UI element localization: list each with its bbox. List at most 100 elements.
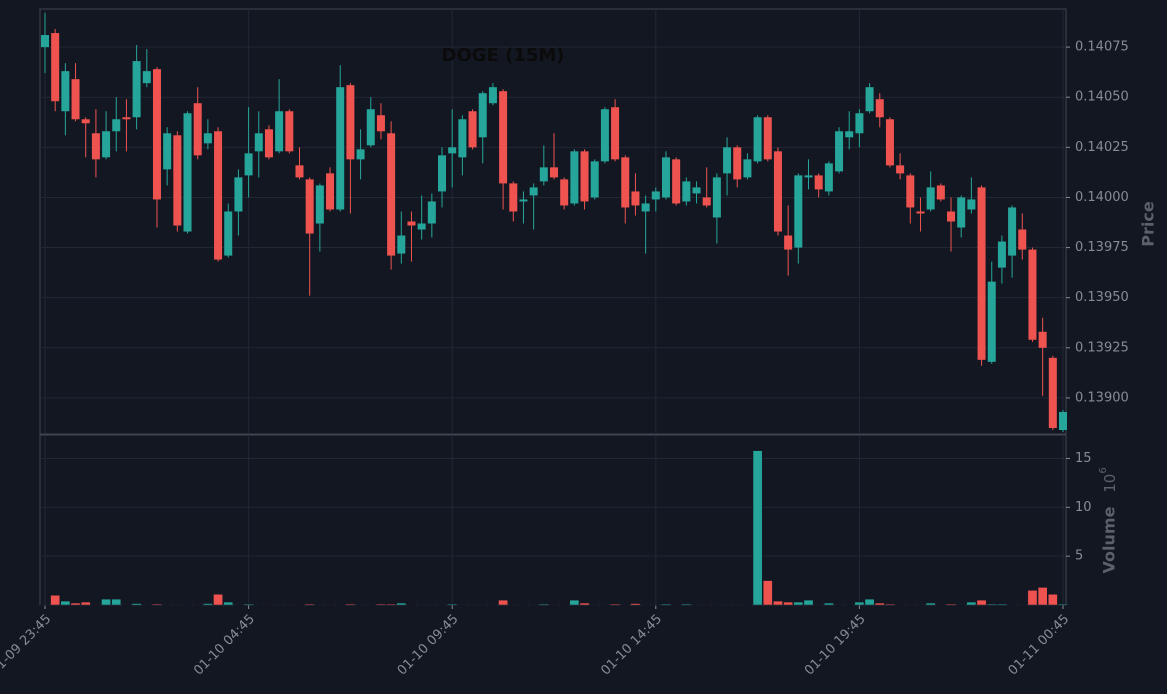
volume-bar <box>233 604 244 606</box>
candle-body <box>560 179 569 206</box>
candle-body <box>264 129 273 158</box>
volume-bar <box>60 600 71 606</box>
candle-body <box>529 187 538 196</box>
candle-body <box>366 109 375 146</box>
volume-bar <box>691 604 702 606</box>
volume-bar <box>722 604 732 606</box>
volume-bar <box>732 604 743 606</box>
candle-body <box>346 85 355 160</box>
candle-body <box>1018 229 1027 250</box>
volume-bar <box>712 604 722 606</box>
candle-body <box>997 241 1006 268</box>
candle-body <box>1048 357 1057 428</box>
volume-multiplier: 106 <box>1098 467 1119 492</box>
volume-bar <box>447 603 458 606</box>
volume-bar <box>345 603 356 606</box>
multiplier-base: 10 <box>1101 474 1119 493</box>
candle-body <box>936 185 945 200</box>
volume-tick-label: 10 <box>1075 500 1092 515</box>
volume-bar <box>620 604 631 606</box>
candle-body <box>112 119 121 132</box>
volume-bar <box>793 601 804 606</box>
candle-body <box>743 159 752 178</box>
candle-body <box>285 111 294 152</box>
volume-bar <box>966 601 977 606</box>
volume-bar <box>854 601 865 606</box>
candle-body <box>305 179 314 234</box>
volume-bar <box>579 602 590 606</box>
candle-body <box>193 103 202 156</box>
candle-body <box>906 175 915 208</box>
candle-body <box>977 187 986 360</box>
volume-bar <box>661 603 671 606</box>
volume-bar <box>569 599 580 606</box>
candle-body <box>315 185 324 224</box>
candle-body <box>173 135 182 226</box>
candle-body <box>488 87 497 104</box>
candle-body <box>1008 207 1017 256</box>
grid-layer <box>40 9 1070 609</box>
volume-bar <box>376 603 386 606</box>
volume-bar <box>80 601 91 606</box>
volume-bar <box>1047 594 1058 606</box>
volume-bar <box>172 604 183 606</box>
volume-bar <box>803 599 814 606</box>
price-tick-label: 0.14075 <box>1075 40 1129 55</box>
volume-bar <box>925 602 936 606</box>
volume-bar <box>681 603 692 606</box>
candle-body <box>896 165 905 174</box>
candle-body <box>132 61 141 118</box>
volume-bar <box>762 580 773 606</box>
volume-bar <box>915 604 926 606</box>
candle-body <box>326 173 335 210</box>
price-tick-label: 0.14000 <box>1075 190 1129 205</box>
candle-body <box>499 91 508 184</box>
volume-bar <box>396 602 407 606</box>
candle-body <box>539 167 548 182</box>
volume-bar <box>895 604 905 606</box>
volume-bar <box>70 602 81 606</box>
volume-bar <box>1027 590 1038 606</box>
candle-body <box>875 99 884 118</box>
volume-bar <box>294 604 305 606</box>
candle-body <box>784 235 793 250</box>
candle-body <box>295 165 304 178</box>
volume-bar <box>640 604 651 606</box>
candle-body <box>417 223 426 230</box>
candle-body <box>692 187 701 194</box>
volume-bar <box>559 604 570 606</box>
candle-body <box>397 235 406 254</box>
candle-body <box>682 181 691 202</box>
candle-body <box>51 33 60 102</box>
volume-panel <box>39 434 1067 606</box>
candle-body <box>214 131 223 260</box>
volume-bar <box>325 604 335 606</box>
price-tick-label: 0.13950 <box>1075 290 1129 305</box>
candle-body <box>183 113 192 232</box>
price-panel <box>39 8 1067 435</box>
volume-bar <box>91 604 101 606</box>
candle-body <box>712 177 721 218</box>
candle-body <box>855 113 864 134</box>
volume-bar <box>956 604 967 606</box>
candle-body <box>600 109 609 162</box>
price-tick-label: 0.13900 <box>1075 390 1129 405</box>
candle-body <box>916 211 925 214</box>
volume-bar <box>986 603 997 606</box>
volume-bar <box>467 604 478 606</box>
volume-bar <box>844 604 855 606</box>
volume-bar <box>773 600 783 606</box>
volume-bar <box>538 603 549 606</box>
candle-body <box>926 187 935 210</box>
candle-body <box>773 151 782 232</box>
candle-body <box>387 133 396 256</box>
multiplier-exponent: 6 <box>1098 467 1109 473</box>
volume-bar <box>997 603 1007 606</box>
volume-axis-label: Volume <box>1100 506 1119 573</box>
volume-bar <box>488 604 498 606</box>
volume-bar <box>671 604 682 606</box>
volume-bar <box>600 604 610 606</box>
volume-bar <box>549 604 559 606</box>
candle-body <box>1059 411 1067 430</box>
candle-body <box>631 191 640 206</box>
